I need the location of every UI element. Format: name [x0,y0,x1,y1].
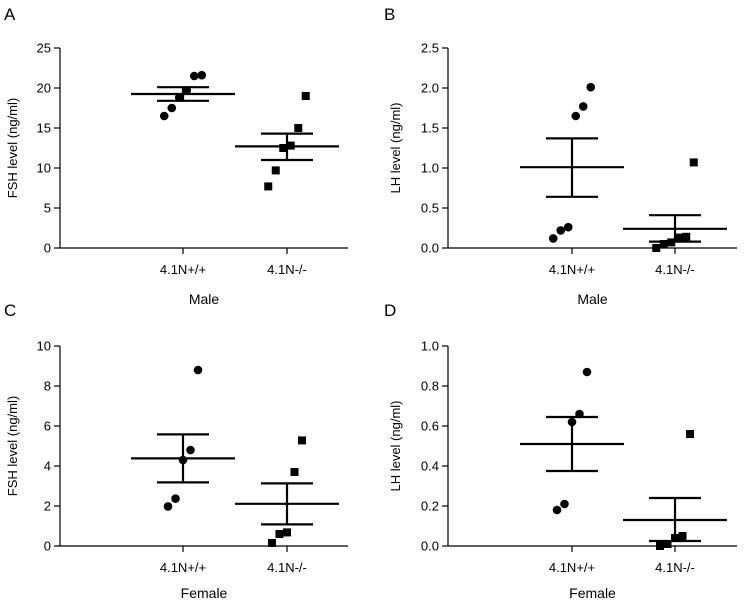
data-point [301,92,310,100]
data-point [656,542,664,550]
data-point [268,539,276,547]
y-axis-title: FSH level (ng/ml) [5,396,20,496]
data-point [264,182,273,191]
data-point [275,530,284,538]
x-tick-label: 4.1N+/+ [549,560,595,575]
data-point [678,532,687,540]
data-point [294,124,303,132]
y-tick-label: 1.5 [421,121,439,136]
x-tick-label: 4.1N+/+ [160,560,206,575]
data-point [582,367,592,377]
data-point [556,226,566,235]
data-point [659,240,668,248]
data-point [186,445,195,455]
data-point [290,468,299,476]
y-tick-label: 0.2 [421,499,439,514]
data-point [189,71,199,81]
y-tick-label: 1.0 [421,161,439,176]
y-tick-label: 0.8 [421,379,439,394]
x-tick-label: 4.1N+/+ [549,262,595,277]
y-axis-title: LH level (ng/ml) [388,102,403,193]
series-knockout [623,158,727,252]
panel-d: D 0.0 0.2 0.4 0.6 0.8 1.0 4.1N+/+ 4.1N-/- Female L… [384,301,737,601]
x-tick-label: 4.1N+/+ [160,262,206,277]
data-point [197,70,207,80]
series-wildtype [131,70,235,121]
y-tick-label: 20 [37,81,51,96]
data-point [552,505,562,515]
y-tick-label: 25 [37,41,51,56]
data-point [298,436,306,445]
y-tick-label: 0.6 [421,419,439,434]
y-tick-label: 10 [37,161,51,176]
panel-label: B [384,5,395,24]
data-point [163,502,173,511]
x-axis-title: Female [181,585,228,601]
x-axis-title: Female [569,585,616,601]
data-point [279,144,288,152]
y-tick-label: 0.4 [421,459,439,474]
y-tick-label: 0 [44,539,51,554]
x-tick-label: 4.1N-/- [655,262,695,277]
y-tick-label: 0.5 [421,201,439,216]
y-tick-label: 8 [44,379,51,394]
y-tick-label: 5 [44,201,51,216]
panel-label: D [384,301,396,320]
x-axis-title: Male [577,291,608,307]
y-tick-label: 0.0 [421,539,439,554]
x-tick-label: 4.1N-/- [655,560,695,575]
series-knockout [235,92,339,191]
y-tick-label: 6 [44,419,51,434]
series-knockout [235,436,339,547]
data-point [560,499,569,509]
y-tick-label: 2 [44,499,51,514]
data-point [682,232,691,241]
data-point [283,528,291,537]
x-tick-label: 4.1N-/- [267,262,307,277]
panel-b: B 0.0 0.5 1.0 1.5 2.0 2.5 4.1N+/+ 4.1N-/- Male LH … [384,5,737,307]
data-point [689,158,698,167]
x-tick-label: 4.1N-/- [267,560,307,575]
data-point [663,540,672,548]
data-point [563,222,573,232]
y-tick-label: 4 [44,459,51,474]
series-wildtype [131,365,235,511]
data-point [171,494,180,503]
y-tick-label: 2.0 [421,81,439,96]
y-tick-label: 0 [44,241,51,256]
panel-a: A 0 5 10 15 20 25 4.1N+/+ 4.1N-/- Male FSH level (… [4,5,348,307]
y-axis-title: FSH level (ng/ml) [5,98,20,198]
data-point [271,166,280,175]
y-tick-label: 2.5 [421,41,439,56]
data-point [686,430,694,438]
y-tick-label: 1.0 [421,339,439,354]
data-point [571,111,581,121]
x-axis-title: Male [189,291,220,307]
data-point [674,233,683,242]
panel-label: C [4,301,16,320]
data-point [193,365,203,375]
series-knockout [623,430,727,550]
data-point [586,82,596,92]
panel-c: C 0 2 4 6 8 10 4.1N+/+ 4.1N-/- Female FSH level (n… [4,301,348,601]
y-tick-label: 10 [37,339,51,354]
data-point [578,102,588,111]
data-point [652,244,661,252]
y-tick-label: 0.0 [421,241,439,256]
series-wildtype [520,82,624,243]
y-tick-label: 15 [37,121,51,136]
y-axis-title: LH level (ng/ml) [388,400,403,491]
data-point [159,111,169,121]
series-wildtype [520,367,624,515]
panel-label: A [4,5,16,24]
data-point [548,234,558,243]
data-point [167,103,177,113]
